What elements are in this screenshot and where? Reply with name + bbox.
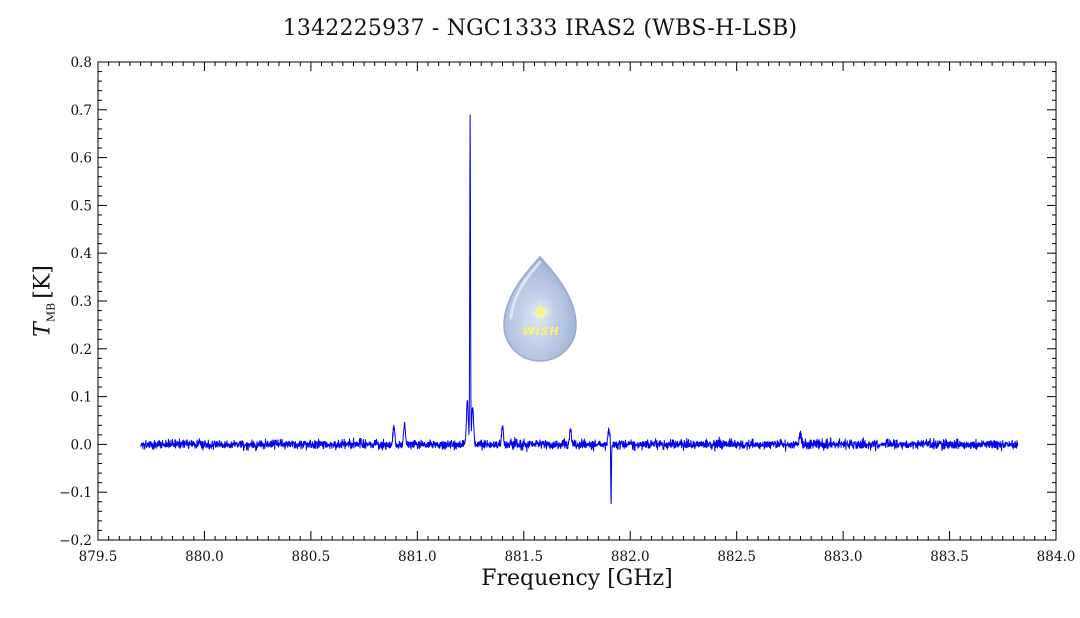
y-tick-label: 0.6 (71, 151, 92, 167)
y-tick-label: 0.2 (71, 342, 92, 358)
y-axis-label: TMB [K] (31, 265, 58, 337)
y-tick-label: 0.3 (71, 294, 92, 310)
y-tick-label: 0.8 (71, 55, 92, 71)
x-tick-label: 880.5 (292, 549, 331, 565)
x-tick-label: 882.0 (611, 549, 650, 565)
x-axis-label: Frequency [GHz] (481, 566, 673, 591)
x-tick-label: 881.5 (504, 549, 543, 565)
y-axis-symbol: T (30, 322, 56, 337)
x-tick-label: 880.0 (185, 549, 224, 565)
y-tick-label: 0.0 (71, 437, 92, 453)
plot-frame (97, 61, 1057, 541)
y-axis-unit: [K] (30, 265, 56, 299)
axes: 879.5 880.0 880.5 881.0 881.5 882.0 882.5 883.0… (59, 55, 1075, 565)
x-tick-label: 883.5 (930, 549, 969, 565)
logo-text: WISH (522, 325, 559, 338)
y-tick-label: 0.7 (71, 103, 92, 119)
x-tick-label: 883.0 (824, 549, 863, 565)
y-tick-label: −0.1 (59, 485, 92, 501)
y-tick-label: 0.1 (71, 390, 92, 406)
y-tick-label: −0.2 (59, 533, 92, 549)
chart-title: 1342225937 - NGC1333 IRAS2 (WBS-H-LSB) (282, 16, 798, 41)
star-core (538, 309, 544, 315)
x-tick-label: 884.0 (1037, 549, 1076, 565)
spectrum-line (140, 114, 1019, 505)
x-tick-label: 881.0 (398, 549, 437, 565)
x-tick-label: 882.5 (717, 549, 756, 565)
x-tick-label: 879.5 (79, 549, 118, 565)
star-icon (531, 302, 551, 322)
y-tick-label: 0.4 (71, 246, 92, 262)
wish-logo: WISH (503, 255, 577, 362)
y-tick-label: 0.5 (71, 198, 92, 214)
y-axis-subscript: MB (44, 302, 58, 323)
